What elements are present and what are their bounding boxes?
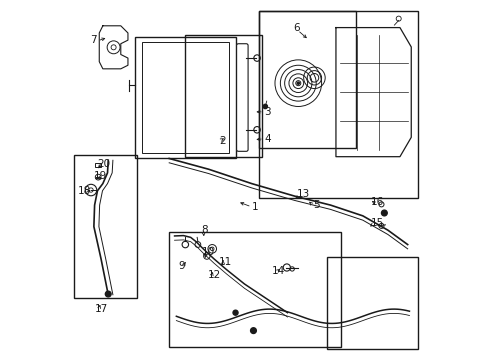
Bar bbox=[258, 12, 418, 198]
Bar bbox=[142, 42, 228, 153]
Circle shape bbox=[297, 82, 299, 84]
Text: 16: 16 bbox=[370, 197, 383, 207]
FancyBboxPatch shape bbox=[236, 44, 247, 151]
Text: 13: 13 bbox=[296, 189, 310, 199]
Circle shape bbox=[233, 310, 238, 315]
Text: 14: 14 bbox=[271, 266, 285, 276]
Text: 6: 6 bbox=[293, 23, 299, 33]
Text: 20: 20 bbox=[97, 159, 110, 169]
Bar bbox=[258, 12, 355, 148]
Text: 8: 8 bbox=[202, 225, 208, 235]
Text: 9: 9 bbox=[178, 261, 184, 271]
Text: 12: 12 bbox=[207, 270, 220, 280]
Text: 11: 11 bbox=[219, 257, 232, 267]
Text: 18: 18 bbox=[78, 186, 91, 196]
Text: 4: 4 bbox=[264, 134, 270, 144]
Text: 1: 1 bbox=[251, 202, 258, 212]
Circle shape bbox=[250, 328, 256, 333]
Text: 17: 17 bbox=[94, 304, 107, 314]
Circle shape bbox=[263, 104, 267, 109]
Text: 2: 2 bbox=[219, 136, 226, 145]
Bar bbox=[326, 257, 418, 348]
Circle shape bbox=[105, 291, 111, 297]
Text: 7: 7 bbox=[90, 35, 97, 45]
Text: 5: 5 bbox=[312, 200, 319, 210]
Bar bbox=[135, 37, 235, 158]
Bar bbox=[185, 35, 262, 157]
Text: 10: 10 bbox=[202, 247, 215, 257]
Text: 19: 19 bbox=[94, 171, 107, 181]
Bar bbox=[94, 163, 101, 167]
Bar bbox=[74, 155, 137, 298]
Text: 15: 15 bbox=[370, 218, 383, 228]
Bar bbox=[169, 232, 341, 347]
Text: 3: 3 bbox=[264, 107, 270, 117]
Circle shape bbox=[381, 210, 386, 216]
